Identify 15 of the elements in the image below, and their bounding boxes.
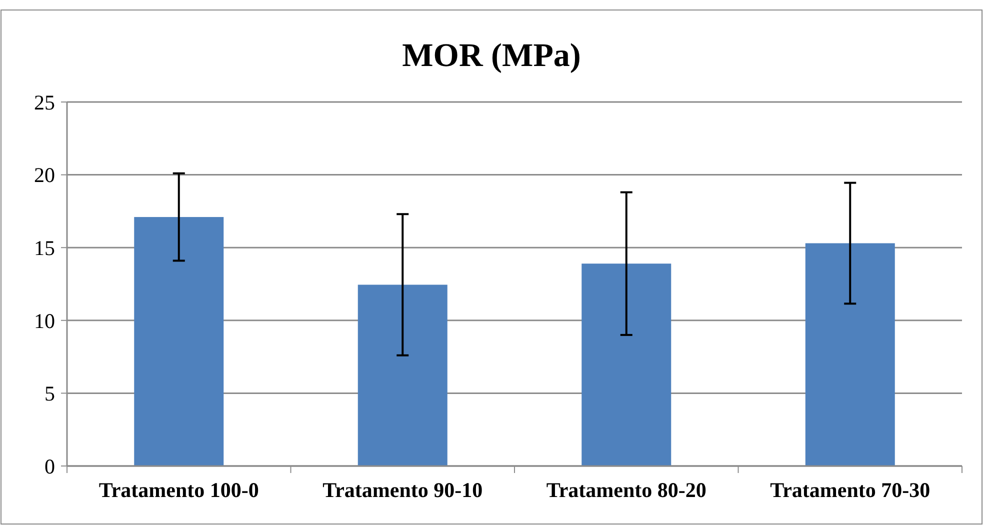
x-tick-label: Tratamento 70-30 bbox=[770, 478, 930, 502]
y-tick-label: 0 bbox=[44, 454, 55, 478]
bar bbox=[805, 243, 895, 466]
x-tick-label: Tratamento 90-10 bbox=[322, 478, 483, 502]
chart-title: MOR (MPa) bbox=[402, 38, 581, 74]
y-tick-label: 25 bbox=[34, 90, 55, 114]
y-tick-label: 5 bbox=[44, 382, 55, 406]
x-tick-label: Tratamento 80-20 bbox=[546, 478, 706, 502]
y-tick-label: 15 bbox=[34, 236, 55, 260]
y-tick-label: 20 bbox=[34, 163, 55, 188]
bar bbox=[358, 284, 448, 466]
bar bbox=[134, 217, 224, 466]
x-tick-label: Tratamento 100-0 bbox=[98, 478, 259, 502]
y-tick-label: 10 bbox=[34, 308, 55, 333]
bar bbox=[582, 264, 672, 466]
